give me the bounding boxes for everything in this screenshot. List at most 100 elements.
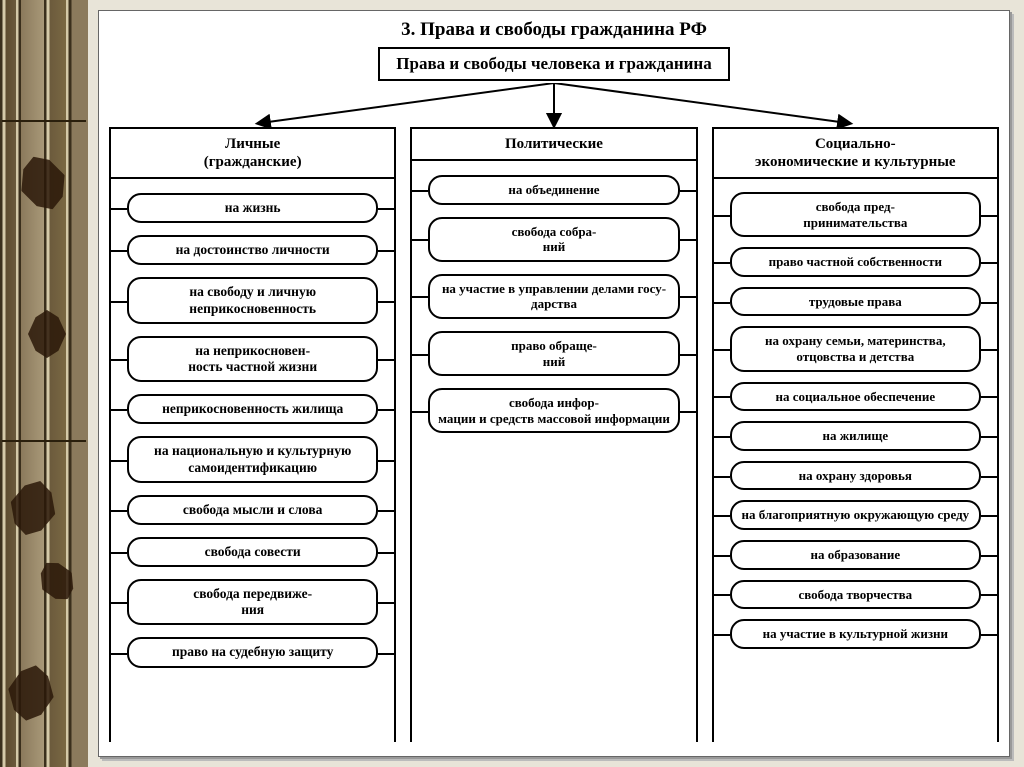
item-connector	[712, 396, 730, 398]
item-label: на образование	[730, 540, 981, 570]
item-connector	[680, 411, 698, 413]
diagram-item: на социальное обеспечение	[730, 382, 981, 412]
item-connector	[378, 552, 396, 554]
column-header: Политические	[410, 127, 697, 161]
item-connector	[981, 215, 999, 217]
item-connector	[712, 215, 730, 217]
item-connector	[981, 594, 999, 596]
diagram-item: право на судебную защиту	[127, 637, 378, 667]
item-connector	[712, 634, 730, 636]
item-connector	[712, 515, 730, 517]
item-connector	[981, 349, 999, 351]
item-label: на жизнь	[127, 193, 378, 223]
item-connector	[981, 476, 999, 478]
diagram-item: свобода мысли и слова	[127, 495, 378, 525]
column-items: на жизньна достоинство личностина свобод…	[109, 187, 396, 674]
item-label: право на судебную защиту	[127, 637, 378, 667]
diagram-item: на охрану семьи, материнства, отцовства …	[730, 326, 981, 371]
item-connector	[981, 515, 999, 517]
item-connector	[981, 302, 999, 304]
diagram-column: Социально-экономические и культурные своб…	[712, 127, 999, 750]
diagram-item: свобода совести	[127, 537, 378, 567]
item-connector	[981, 396, 999, 398]
column-items: на объединение свобода собра-ний на участи…	[410, 169, 697, 439]
branch-arrows	[109, 83, 999, 127]
leaf-decoration	[28, 310, 66, 358]
item-label: на охрану здоровья	[730, 461, 981, 491]
item-label: право частной собственности	[730, 247, 981, 277]
item-connector	[680, 296, 698, 298]
item-connector	[378, 208, 396, 210]
item-connector	[712, 555, 730, 557]
diagram-item: на жилище	[730, 421, 981, 451]
diagram-item: на благоприятную окружающую среду	[730, 500, 981, 530]
column-header: Социально-экономические и культурные	[712, 127, 999, 179]
item-connector	[378, 653, 396, 655]
diagram-item: неприкосновенность жилища	[127, 394, 378, 424]
diagram-item: право обраще-ний	[428, 331, 679, 376]
item-connector	[410, 296, 428, 298]
diagram-item: на неприкосновен-ность частной жизни	[127, 336, 378, 382]
item-connector	[981, 262, 999, 264]
item-label: на участие в культурной жизни	[730, 619, 981, 649]
diagram-item: на жизнь	[127, 193, 378, 223]
diagram-item: на охрану здоровья	[730, 461, 981, 491]
item-connector	[712, 349, 730, 351]
item-label: на объединение	[428, 175, 679, 205]
diagram-item: на национальную и культурную самоидентиф…	[127, 436, 378, 482]
slide-page: 3. Права и свободы гражданина РФ Права и…	[88, 0, 1024, 767]
item-connector	[712, 302, 730, 304]
item-connector	[109, 250, 127, 252]
leaf-decoration	[3, 661, 58, 724]
item-connector	[109, 602, 127, 604]
item-connector	[410, 411, 428, 413]
item-connector	[981, 634, 999, 636]
diagram-item: свобода пред-принимательства	[730, 192, 981, 237]
item-label: право обраще-ний	[428, 331, 679, 376]
item-connector	[680, 354, 698, 356]
column-header: Личные(гражданские)	[109, 127, 396, 179]
diagram-item: свобода собра-ний	[428, 217, 679, 262]
item-connector	[712, 436, 730, 438]
item-connector	[378, 409, 396, 411]
diagram-item: на объединение	[428, 175, 679, 205]
diagram-column: Политические на объединение свобода собра-…	[410, 127, 697, 750]
diagram-item: на участие в культурной жизни	[730, 619, 981, 649]
diagram-item: свобода инфор-мации и средств массовой и…	[428, 388, 679, 433]
item-label: свобода собра-ний	[428, 217, 679, 262]
diagram-item: свобода творчества	[730, 580, 981, 610]
item-connector	[680, 190, 698, 192]
item-connector	[712, 262, 730, 264]
item-connector	[109, 208, 127, 210]
item-label: на неприкосновен-ность частной жизни	[127, 336, 378, 382]
item-connector	[378, 602, 396, 604]
diagram-item: на достоинство личности	[127, 235, 378, 265]
item-label: свобода мысли и слова	[127, 495, 378, 525]
item-connector	[680, 239, 698, 241]
diagram-columns: Личные(гражданские) на жизнь на достоинств…	[109, 127, 999, 750]
item-label: свобода совести	[127, 537, 378, 567]
diagram-item: свобода передвиже-ния	[127, 579, 378, 625]
decorative-sidebar	[0, 0, 88, 767]
item-connector	[378, 510, 396, 512]
item-label: свобода творчества	[730, 580, 981, 610]
item-label: свобода пред-принимательства	[730, 192, 981, 237]
item-label: на достоинство личности	[127, 235, 378, 265]
item-connector	[378, 359, 396, 361]
item-connector	[109, 510, 127, 512]
item-connector	[712, 594, 730, 596]
item-label: на участие в управлении делами госу-дарс…	[428, 274, 679, 319]
leaf-decoration	[4, 475, 63, 541]
item-connector	[378, 460, 396, 462]
item-label: на национальную и культурную самоидентиф…	[127, 436, 378, 482]
leaf-decoration	[12, 149, 74, 217]
column-items: свобода пред-принимательства право частно…	[712, 187, 999, 654]
item-label: на охрану семьи, материнства, отцовства …	[730, 326, 981, 371]
diagram-item: на участие в управлении делами госу-дарс…	[428, 274, 679, 319]
diagram-column: Личные(гражданские) на жизнь на достоинств…	[109, 127, 396, 750]
item-connector	[109, 409, 127, 411]
item-label: на жилище	[730, 421, 981, 451]
diagram-item: трудовые права	[730, 287, 981, 317]
item-connector	[109, 301, 127, 303]
item-connector	[981, 436, 999, 438]
